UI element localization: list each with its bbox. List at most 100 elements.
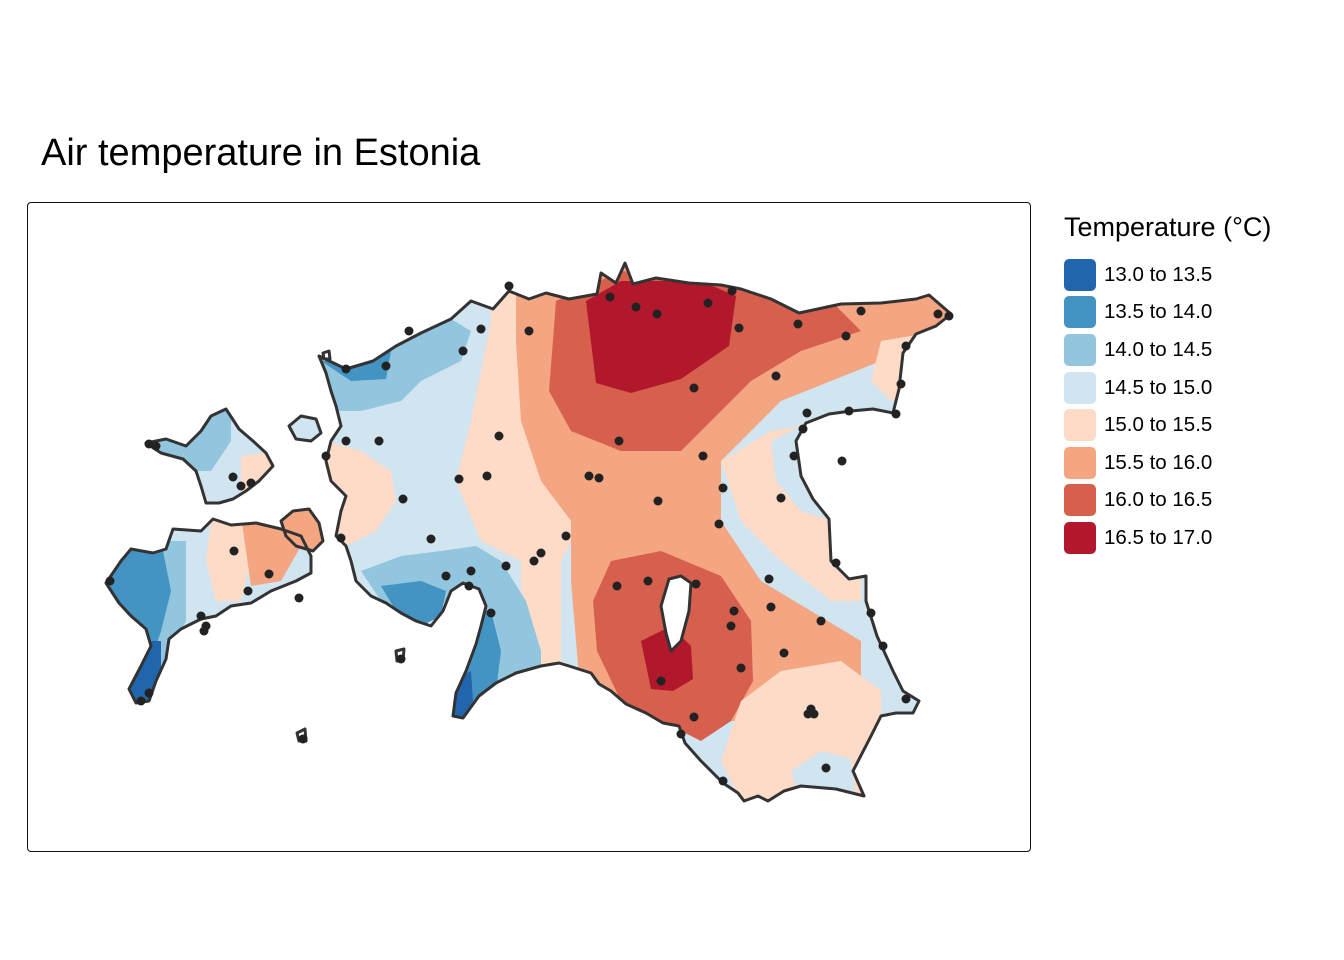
station-point xyxy=(482,471,492,481)
station-point xyxy=(441,571,451,581)
legend-swatch xyxy=(1064,371,1096,404)
station-point xyxy=(466,566,476,576)
legend-item: 15.0 to 15.5 xyxy=(1064,406,1271,444)
legend-label: 15.0 to 15.5 xyxy=(1104,413,1213,437)
station-point xyxy=(856,306,866,316)
station-point xyxy=(698,451,708,461)
station-point xyxy=(341,364,351,374)
station-point xyxy=(398,494,408,504)
map-panel xyxy=(27,202,1031,852)
station-point xyxy=(236,481,246,491)
legend-label: 16.5 to 17.0 xyxy=(1104,525,1213,549)
station-point xyxy=(321,451,331,461)
legend-label: 13.5 to 14.0 xyxy=(1104,300,1213,324)
station-point xyxy=(676,729,686,739)
station-point xyxy=(809,709,819,719)
station-point xyxy=(294,593,304,603)
station-point xyxy=(144,439,154,449)
station-point xyxy=(243,586,253,596)
station-point xyxy=(652,309,662,319)
station-point xyxy=(764,574,774,584)
station-point xyxy=(229,546,239,556)
station-point xyxy=(264,569,274,579)
station-point xyxy=(374,436,384,446)
lake-vortsjarv xyxy=(661,576,691,651)
station-point xyxy=(718,776,728,786)
station-point xyxy=(136,696,146,706)
legend-item: 13.5 to 14.0 xyxy=(1064,294,1271,332)
station-point xyxy=(454,474,464,484)
station-point xyxy=(727,286,737,296)
station-point xyxy=(726,621,736,631)
legend-swatch xyxy=(1064,446,1096,479)
station-point xyxy=(501,561,511,571)
station-point xyxy=(464,581,474,591)
legend-label: 14.5 to 15.0 xyxy=(1104,375,1213,399)
station-point xyxy=(896,379,906,389)
station-point xyxy=(816,616,826,626)
station-point xyxy=(486,608,496,618)
station-point xyxy=(718,483,728,493)
legend-swatch xyxy=(1064,484,1096,517)
weather-stations xyxy=(105,281,954,786)
station-point xyxy=(246,478,256,488)
station-point xyxy=(821,763,831,773)
station-point xyxy=(653,496,663,506)
legend-label: 16.0 to 16.5 xyxy=(1104,488,1213,512)
station-point xyxy=(631,302,641,312)
legend-title: Temperature (°C) xyxy=(1064,212,1272,242)
station-point xyxy=(404,326,414,336)
legend-swatch xyxy=(1064,521,1096,554)
station-point xyxy=(105,576,115,586)
legend-swatch xyxy=(1064,296,1096,329)
station-point xyxy=(199,626,209,636)
station-point xyxy=(614,436,624,446)
station-point xyxy=(933,309,943,319)
station-point xyxy=(494,431,504,441)
estonia-map xyxy=(104,261,954,803)
station-point xyxy=(476,324,486,334)
station-point xyxy=(144,688,154,698)
station-point xyxy=(771,371,781,381)
station-point xyxy=(944,311,954,321)
station-point xyxy=(891,409,901,419)
legend-swatch xyxy=(1064,258,1096,291)
station-point xyxy=(561,531,571,541)
station-point xyxy=(605,292,615,302)
station-point xyxy=(594,473,604,483)
station-point xyxy=(381,361,391,371)
legend-items: 13.0 to 13.5 13.5 to 14.0 14.0 to 14.5 14.5… xyxy=(1064,256,1271,557)
station-point xyxy=(703,298,713,308)
station-point xyxy=(866,608,876,618)
station-point xyxy=(426,534,436,544)
legend-item: 15.5 to 16.0 xyxy=(1064,444,1271,482)
station-point xyxy=(458,346,468,356)
legend-item: 16.5 to 17.0 xyxy=(1064,519,1271,557)
station-point xyxy=(841,331,851,341)
legend-item: 16.0 to 16.5 xyxy=(1064,482,1271,520)
station-point xyxy=(584,471,594,481)
station-point xyxy=(689,712,699,722)
legend-label: 14.0 to 14.5 xyxy=(1104,337,1213,361)
station-point xyxy=(766,602,776,612)
station-point xyxy=(612,581,622,591)
legend-label: 13.0 to 13.5 xyxy=(1104,262,1213,286)
station-point xyxy=(714,519,724,529)
legend-item: 13.0 to 13.5 xyxy=(1064,256,1271,294)
station-point xyxy=(691,579,701,589)
station-point xyxy=(837,456,847,466)
station-point xyxy=(779,648,789,658)
station-point xyxy=(789,451,799,461)
station-point xyxy=(228,472,238,482)
station-point xyxy=(798,424,808,434)
station-point xyxy=(793,319,803,329)
station-point xyxy=(529,556,539,566)
station-point xyxy=(656,676,666,686)
station-point xyxy=(298,734,308,744)
station-point xyxy=(336,533,346,543)
station-point xyxy=(151,441,161,451)
station-point xyxy=(831,558,841,568)
station-point xyxy=(341,436,351,446)
temperature-surface-mainland xyxy=(319,263,951,801)
legend-swatch xyxy=(1064,409,1096,442)
